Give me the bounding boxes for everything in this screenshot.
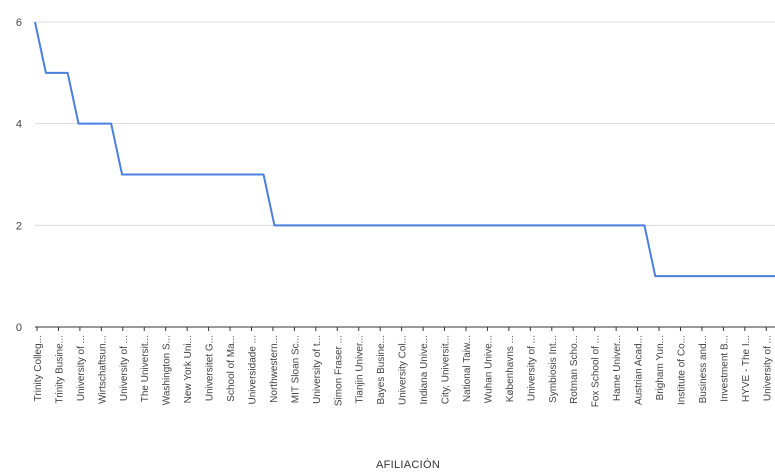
y-tick-label: 0 (16, 322, 22, 334)
x-tick-label: University Col... (398, 335, 409, 405)
x-tick-label: Rotman Scho... (569, 335, 580, 404)
x-tick-label: Investment B... (719, 335, 730, 402)
y-tick-label: 4 (16, 119, 22, 131)
x-tick-label: New York Uni... (183, 335, 194, 403)
x-tick-label: University of t... (312, 335, 323, 404)
x-tick-label: Institute of Co... (676, 335, 687, 405)
x-tick-label: MIT Sloan Sc... (290, 335, 301, 403)
x-tick-label: Washington S... (162, 335, 173, 405)
x-tick-label: Indiana Unive... (419, 335, 430, 405)
x-tick-label: University of ... (76, 335, 87, 401)
x-tick-label: Wuhan Unive... (483, 335, 494, 403)
x-tick-label: University of ... (119, 335, 130, 401)
y-tick-label: 6 (16, 17, 22, 29)
x-tick-label: Business and... (698, 335, 709, 403)
x-tick-label: Universitet G... (205, 335, 216, 401)
x-axis-ticks: Trinity Colleg... Trinity Busine... Univer… (33, 327, 773, 407)
x-tick-label: Symbiosis Int... (548, 335, 559, 403)
x-tick-label: University of ... (526, 335, 537, 401)
x-tick-label: Brigham Yun... (655, 335, 666, 400)
x-tick-label: Northwestern... (269, 335, 280, 403)
x-tick-label: Universidade ... (247, 335, 258, 404)
gridlines (35, 21, 775, 328)
x-tick-label: Fox School of ... (591, 335, 602, 407)
x-tick-label: The Universit... (140, 335, 151, 402)
x-tick-label: HYVE - The I... (741, 335, 752, 402)
x-tick-label: School of Ma... (226, 335, 237, 402)
x-tick-label: Tianjin Univer... (355, 335, 366, 404)
x-tick-label: Trinity Busine... (54, 335, 65, 404)
x-tick-label: University of ... (762, 335, 773, 401)
x-tick-label: Simon Fraser ... (333, 335, 344, 406)
x-tick-label: City, Universit... (441, 335, 452, 404)
x-tick-label: Trinity Colleg... (33, 335, 44, 401)
x-tick-label: Bayes Busine... (376, 335, 387, 404)
x-axis-title: AFILIACIÓN (376, 458, 440, 471)
series-line (34, 21, 775, 278)
x-tick-label: Wirtschaftsun... (97, 335, 108, 404)
y-axis-ticks: 0 2 4 6 (16, 17, 22, 334)
y-tick-label: 2 (16, 220, 22, 232)
x-tick-label: Hame Univer... (612, 335, 623, 401)
x-tick-label: Austrian Acad... (634, 335, 645, 405)
x-tick-label: Københavns ... (505, 335, 516, 402)
x-tick-label: National Taiw... (462, 335, 473, 402)
